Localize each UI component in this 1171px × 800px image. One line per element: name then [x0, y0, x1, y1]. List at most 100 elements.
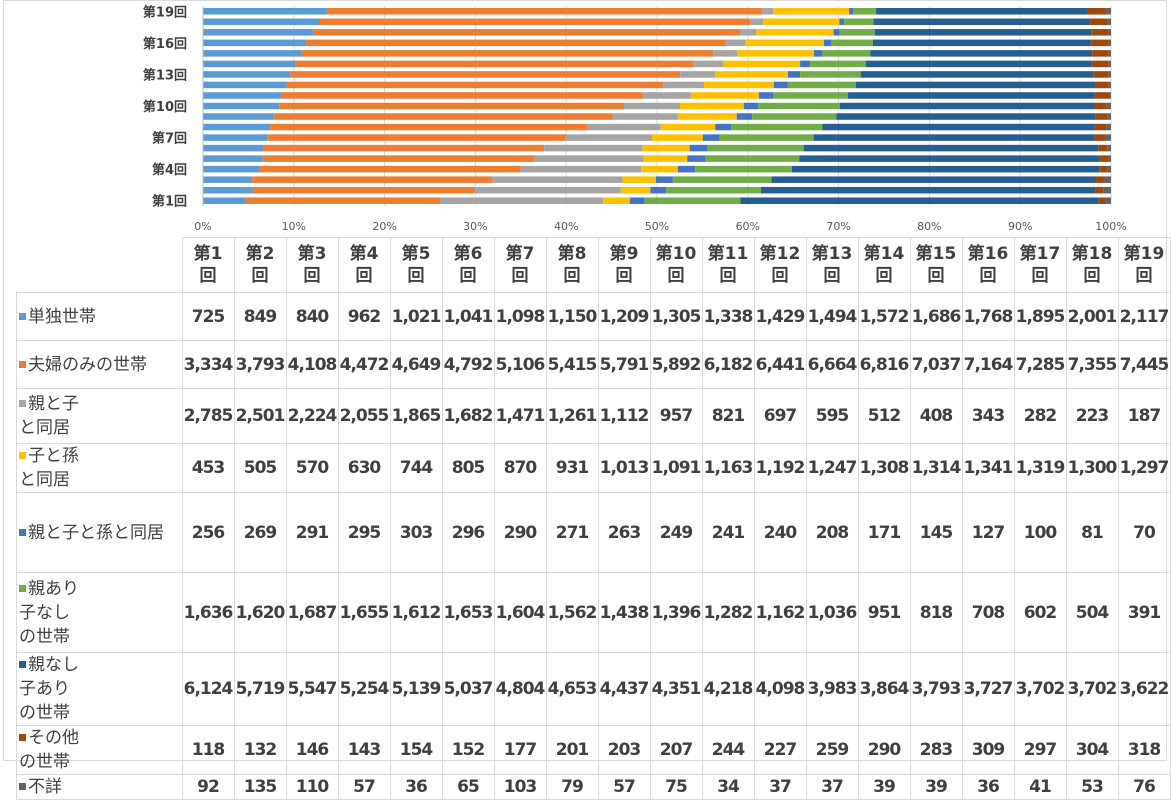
bar-segment	[736, 113, 753, 120]
table-cell: 1,494	[805, 292, 859, 341]
bar-segment	[641, 165, 678, 173]
bar-segment	[1087, 8, 1107, 15]
table-cell: 1,013	[597, 443, 651, 493]
bar-segment	[1106, 8, 1111, 15]
bar-segment	[644, 197, 741, 204]
table-cell: 3,727	[961, 652, 1015, 726]
bar-segment	[245, 197, 441, 204]
table-cell: 1,319	[1013, 443, 1067, 493]
bar-segment	[715, 123, 732, 131]
bar-segment	[203, 113, 274, 120]
table-cell: 630	[337, 443, 391, 493]
y-tick-label: 第13回	[143, 67, 187, 83]
bar-segment	[1092, 50, 1109, 57]
table-cell: 1,150	[545, 292, 599, 341]
table-cell: 1,036	[805, 572, 859, 653]
table-cell: 1,396	[649, 572, 703, 653]
table-cell: 34	[701, 774, 755, 800]
bar-segment	[623, 102, 680, 110]
bar-segment	[743, 102, 759, 110]
bar-segment	[629, 197, 645, 204]
bar-segment	[313, 29, 740, 36]
bar-segment	[791, 165, 1100, 173]
bar-segment	[839, 102, 1095, 110]
bar-segment	[787, 81, 856, 89]
table-cell: 5,791	[597, 340, 651, 389]
table-cell: 244	[701, 725, 755, 775]
table-row: その他 の世帯 118 132 146 143 154 152 177 201 203 207 244…	[16, 725, 1171, 775]
bar-segment	[813, 50, 823, 57]
bar-segment	[1108, 29, 1111, 36]
bar-segment	[756, 29, 834, 36]
column-header: 第3 回	[285, 237, 339, 293]
bar-segment	[1104, 176, 1111, 183]
bar-segment	[203, 155, 263, 162]
bar-segment	[203, 102, 280, 110]
table-cell: 4,351	[649, 652, 703, 726]
bar-segment	[690, 92, 759, 99]
table-cell: 512	[857, 388, 911, 444]
bar-segment	[203, 71, 291, 78]
bar-segment	[680, 71, 715, 78]
table-cell: 5,547	[285, 652, 339, 726]
table-cell: 5,106	[493, 340, 547, 389]
bar-segment	[1093, 71, 1109, 78]
table-cell: 408	[909, 388, 963, 444]
table-row: 親と子と孫と同居 256 269 291 295 303 296 290 271 263 249 24…	[16, 492, 1171, 573]
table-cell: 36	[961, 774, 1015, 800]
table-cell: 263	[597, 492, 651, 573]
table-cell: 1,314	[909, 443, 963, 493]
table-cell: 269	[233, 492, 287, 573]
table-cell: 283	[909, 725, 963, 775]
bar-segment	[660, 123, 716, 131]
bar-segment	[874, 29, 1092, 36]
column-header: 第14 回	[857, 237, 911, 293]
table-cell: 1,768	[961, 292, 1015, 341]
table-cell: 1,620	[233, 572, 287, 653]
table-cell: 3,702	[1065, 652, 1119, 726]
table-cell: 4,792	[441, 340, 495, 389]
table-cell: 840	[285, 292, 339, 341]
bar-segment	[263, 144, 545, 152]
table-cell: 240	[753, 492, 807, 573]
bar-segment	[1098, 144, 1108, 152]
bar-segment	[281, 92, 643, 99]
bar-segment	[1090, 18, 1108, 26]
table-cell: 39	[909, 774, 963, 800]
column-header: 第7 回	[493, 237, 547, 293]
bar-segment	[1098, 197, 1106, 204]
table-cell: 962	[337, 292, 391, 341]
bar-segment	[739, 29, 757, 36]
table-cell: 81	[1065, 492, 1119, 573]
row-label: 親と子 と同居	[16, 388, 183, 444]
bar-segment	[771, 176, 1097, 183]
table-cell: 203	[597, 725, 651, 775]
table-corner	[17, 238, 183, 293]
legend-key	[19, 783, 26, 790]
table-cell: 602	[1013, 572, 1067, 653]
bar-segment	[294, 60, 694, 68]
bar-segment	[849, 8, 854, 15]
table-cell: 303	[389, 492, 443, 573]
bar-segment	[320, 18, 751, 26]
bar-segment	[440, 197, 604, 204]
table-cell: 103	[493, 774, 547, 800]
table-cell: 4,437	[597, 652, 651, 726]
bar-segment	[679, 102, 744, 110]
bar-segment	[1095, 81, 1109, 89]
table-cell: 53	[1065, 774, 1119, 800]
table-cell: 4,653	[545, 652, 599, 726]
table-cell: 505	[233, 443, 287, 493]
table-cell: 100	[1013, 492, 1067, 573]
bar-segment	[719, 134, 814, 141]
table-cell: 697	[753, 388, 807, 444]
table-cell: 1,192	[753, 443, 807, 493]
x-tick-label: 0%	[194, 220, 211, 233]
bar-segment	[1095, 186, 1104, 194]
table-cell: 3,622	[1117, 652, 1171, 726]
table-cell: 241	[701, 492, 755, 573]
legend-label: 子と孫 と同居	[19, 446, 79, 490]
bar-segment	[252, 186, 475, 194]
bar-segment	[666, 186, 761, 194]
x-tick-label: 90%	[1008, 220, 1032, 233]
